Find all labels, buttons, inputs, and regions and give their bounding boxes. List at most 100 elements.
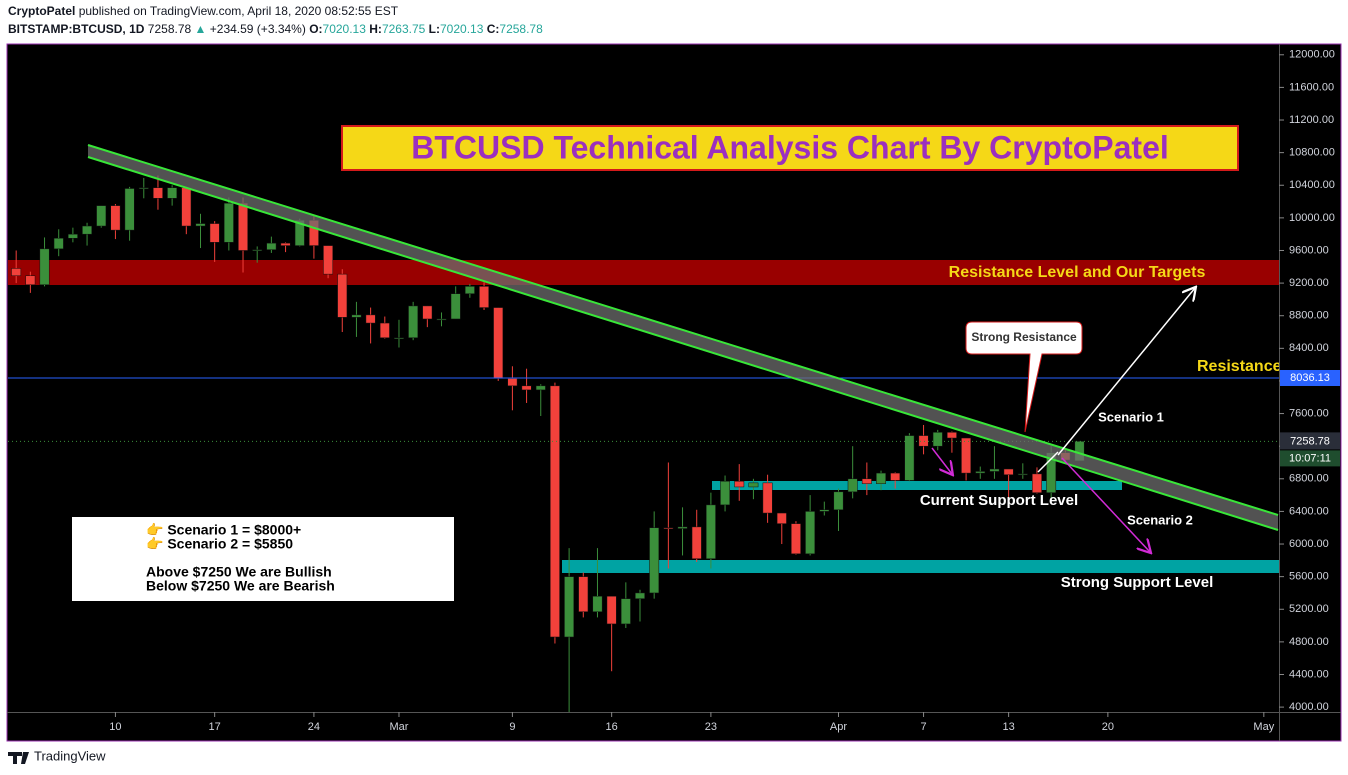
candle-body bbox=[635, 592, 645, 599]
o: 7020.13 bbox=[323, 22, 367, 36]
x-tick-label: Mar bbox=[390, 721, 409, 733]
candle-body bbox=[805, 511, 816, 555]
candle-body bbox=[266, 242, 277, 250]
y-tick-label: 11600.00 bbox=[1289, 81, 1334, 93]
info-box bbox=[72, 517, 454, 601]
candle-body bbox=[606, 595, 617, 625]
candle-body bbox=[776, 512, 787, 524]
trend-line-upper bbox=[87, 144, 1279, 516]
axes: 4000.00 4400.00 4800.00 5200.00 5600.00 6000.… bbox=[109, 49, 1340, 733]
candle-body bbox=[252, 249, 263, 251]
resistance-zone bbox=[8, 260, 1279, 285]
y-tick-label: 11200.00 bbox=[1289, 114, 1334, 126]
countdown-label: 10:07:11 bbox=[1289, 452, 1331, 464]
candle-body bbox=[195, 223, 206, 227]
candle-body bbox=[578, 576, 589, 612]
candle-body bbox=[521, 385, 532, 391]
candle-body bbox=[975, 471, 986, 474]
l: 7020.13 bbox=[440, 22, 484, 36]
candle-body bbox=[450, 293, 461, 320]
candle-body bbox=[890, 472, 901, 481]
scenario-1-label: Scenario 1 bbox=[1098, 409, 1164, 424]
candle-body bbox=[153, 187, 163, 199]
last: 7258.78 bbox=[148, 22, 192, 36]
y-tick-label: 9600.00 bbox=[1289, 244, 1329, 256]
candle-body bbox=[209, 223, 220, 243]
candle-body bbox=[280, 242, 291, 246]
dip-arrow bbox=[931, 447, 952, 474]
brand: TradingView bbox=[34, 748, 106, 763]
candle-body bbox=[53, 238, 64, 250]
candle-body bbox=[394, 337, 404, 339]
candle-body bbox=[39, 248, 50, 285]
drawings: BTCUSD Technical Analysis Chart By Crypt… bbox=[72, 125, 1282, 601]
o-label: O: bbox=[309, 22, 322, 36]
callout bbox=[965, 321, 1083, 433]
candle-body bbox=[819, 509, 830, 512]
title-box bbox=[341, 125, 1239, 171]
y-tick-label: 6800.00 bbox=[1289, 473, 1329, 485]
x-tick-label: 20 bbox=[1102, 721, 1114, 733]
y-tick-label: 8400.00 bbox=[1289, 342, 1329, 354]
x-tick-label: 17 bbox=[209, 721, 221, 733]
x-tick-label: 13 bbox=[1002, 721, 1014, 733]
candle-body bbox=[422, 305, 433, 320]
last-price-label: 7258.78 bbox=[1290, 435, 1330, 447]
y-tick-label: 7600.00 bbox=[1289, 407, 1329, 419]
x-tick-label: 10 bbox=[109, 721, 121, 733]
current-support-zone bbox=[712, 481, 1122, 490]
x-tick-label: Apr bbox=[830, 721, 847, 733]
scenario-1-arrow bbox=[1057, 288, 1195, 456]
candle-body bbox=[989, 468, 1000, 472]
scenario-2-label: Scenario 2 bbox=[1127, 512, 1193, 527]
strong-resistance-label: Strong Resistance bbox=[971, 330, 1077, 344]
resistance-label: Resistance bbox=[1197, 358, 1282, 375]
candle-body bbox=[904, 435, 915, 481]
title: BTCUSD Technical Analysis Chart By Crypt… bbox=[411, 129, 1169, 165]
x-tick-label: May bbox=[1253, 721, 1274, 733]
candle-body bbox=[323, 245, 334, 275]
candle-body bbox=[1003, 468, 1014, 475]
y-tick-label: 10400.00 bbox=[1289, 179, 1335, 191]
y-tick-label: 4800.00 bbox=[1289, 636, 1329, 648]
price-line-tag bbox=[1280, 370, 1340, 387]
info-line: 👉 Scenario 2 = $5850 bbox=[146, 536, 293, 552]
bounce-line bbox=[1037, 451, 1059, 473]
header-line-2: BITSTAMP:BTCUSD, 1D 7258.78 ▲ +234.59 (+… bbox=[8, 22, 543, 36]
y-tick-label: 10000.00 bbox=[1289, 212, 1335, 224]
candle-body bbox=[408, 305, 419, 338]
resistance-targets-label: Resistance Level and Our Targets bbox=[949, 264, 1206, 281]
header-line-1: CryptoPatel published on TradingView.com… bbox=[8, 4, 399, 18]
logo bbox=[8, 752, 29, 764]
x-tick-label: 23 bbox=[705, 721, 717, 733]
candle-body bbox=[110, 205, 121, 231]
candle-body bbox=[25, 275, 36, 285]
y-tick-label: 6000.00 bbox=[1289, 538, 1329, 550]
candle-body bbox=[550, 385, 560, 638]
y-tick-label: 12000.00 bbox=[1289, 49, 1335, 61]
candle-body bbox=[493, 307, 504, 379]
arrow: ▲ bbox=[195, 22, 207, 36]
candle-body bbox=[932, 432, 943, 447]
trend-channel bbox=[88, 145, 1278, 530]
candle-body bbox=[436, 318, 447, 321]
candle-body bbox=[223, 202, 234, 243]
candle-body bbox=[365, 314, 376, 324]
l-label: L: bbox=[429, 22, 440, 36]
candle-body bbox=[833, 491, 844, 511]
candle-body bbox=[464, 286, 475, 294]
candle-body bbox=[351, 314, 362, 318]
candle-body bbox=[663, 527, 674, 529]
candle-body bbox=[238, 202, 248, 251]
h-label: H: bbox=[369, 22, 382, 36]
candle-body bbox=[67, 233, 78, 239]
candle-body bbox=[1017, 473, 1028, 476]
candle-body bbox=[734, 480, 745, 488]
candle-body bbox=[961, 437, 972, 474]
x-tick-label: 24 bbox=[308, 721, 320, 733]
candle-body bbox=[535, 385, 546, 391]
candle-body bbox=[167, 187, 178, 199]
info-line: Above $7250 We are Bullish bbox=[146, 564, 332, 580]
